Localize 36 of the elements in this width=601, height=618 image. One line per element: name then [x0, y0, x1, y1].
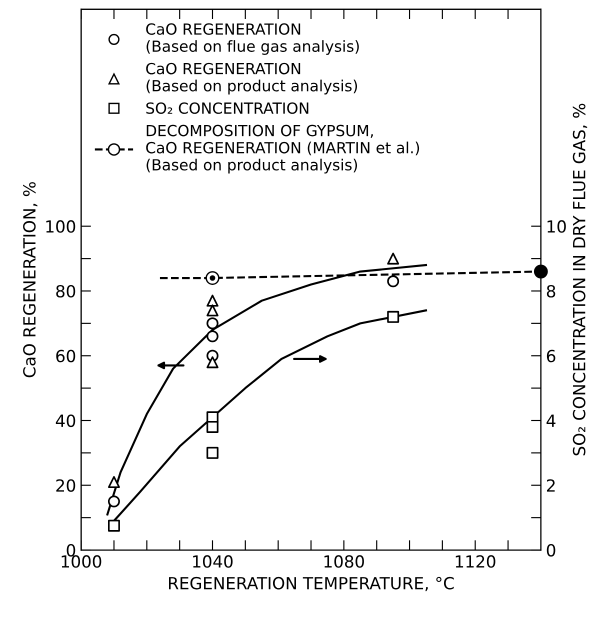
x-tick-label: 1080 — [324, 555, 364, 568]
legend-label: CaO REGENERATION (Based on flue gas analysis) — [146, 23, 359, 55]
point — [206, 420, 218, 433]
y-tick-label: 40 — [56, 414, 76, 428]
point — [206, 446, 218, 459]
x-axis-title: REGENERATION TEMPERATURE, °C — [168, 576, 454, 592]
point — [387, 252, 400, 265]
legend-label: DECOMPOSITION OF GYPSUM, CaO REGENERATION (MARTIN et al.) (Based on product analysis) — [146, 124, 420, 174]
y2-tick-label: 10 — [548, 220, 566, 233]
y2-tick-label: 6 — [546, 350, 556, 362]
x-tick-label: 1040 — [193, 555, 233, 568]
y-tick-label: 80 — [56, 284, 76, 298]
point — [108, 476, 120, 488]
point — [206, 294, 218, 307]
y-tick-label: 60 — [56, 350, 76, 362]
point — [108, 520, 120, 532]
y2-tick-label: 4 — [546, 414, 556, 427]
y2-tick-label: 2 — [546, 479, 555, 492]
point — [387, 310, 400, 323]
x-tick-label: 1000 — [62, 555, 102, 568]
y2-axis-title: SO₂ CONCENTRATION IN DRY FLUE GAS, % — [572, 104, 588, 456]
legend-label: CaO REGENERATION (Based on product analysis) — [146, 62, 358, 94]
y2-tick-label: 8 — [546, 284, 556, 298]
point — [108, 495, 120, 508]
x-tick-label: 1120 — [456, 555, 496, 568]
point — [206, 356, 218, 368]
point — [206, 330, 218, 342]
legend-label: SO₂ CONCENTRATION — [146, 102, 308, 114]
y-tick-label: 20 — [56, 479, 76, 492]
y2-tick-label: 0 — [546, 544, 556, 557]
y-tick-label: 0 — [66, 544, 76, 557]
point — [206, 304, 218, 316]
point — [206, 317, 218, 330]
y-axis-title: CaO REGENERATION, % — [23, 182, 38, 378]
y-tick-label: 100 — [46, 220, 76, 233]
point — [387, 275, 400, 288]
